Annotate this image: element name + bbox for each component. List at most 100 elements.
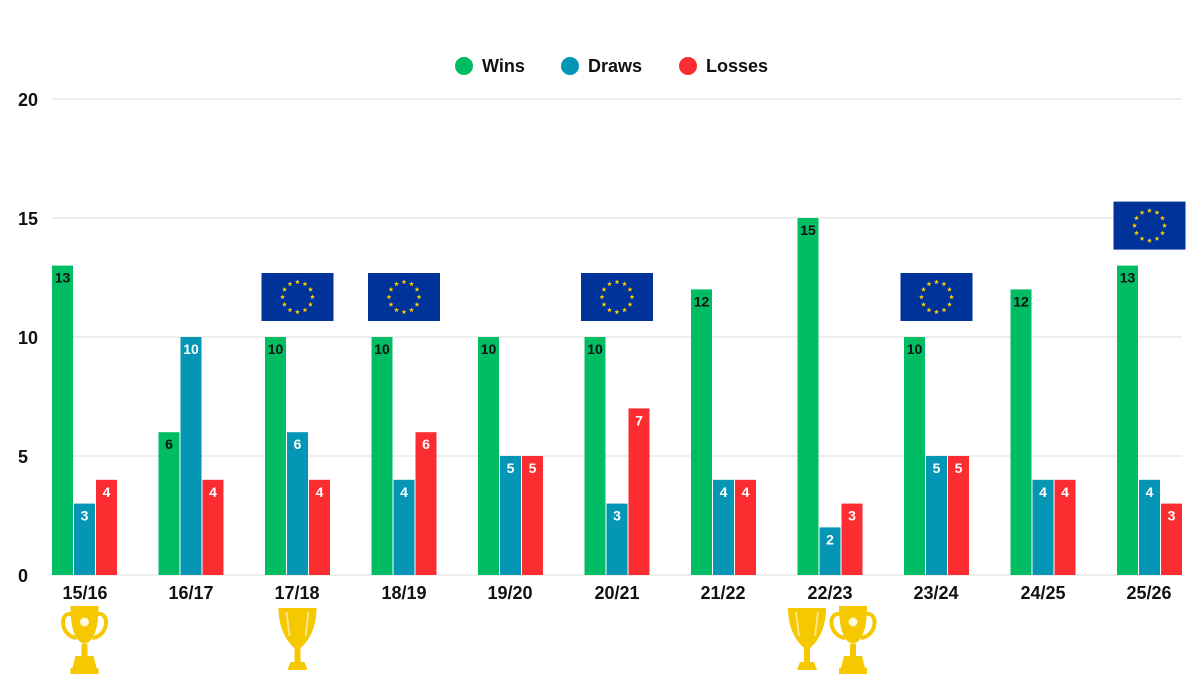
data-label-wins: 10 — [907, 341, 923, 357]
data-label-draws: 3 — [613, 508, 621, 524]
data-label-losses: 3 — [848, 508, 856, 524]
x-tick-label: 21/22 — [700, 583, 745, 603]
data-label-draws: 5 — [933, 460, 941, 476]
bar-losses-23-24[interactable] — [948, 456, 969, 575]
data-label-draws: 4 — [400, 484, 408, 500]
x-axis: 15/16 16/17 17/18 18/19 19/20 20/21 21/2… — [62, 583, 1171, 603]
bar-losses-19-20[interactable] — [522, 456, 543, 575]
x-tick-label: 25/26 — [1126, 583, 1171, 603]
data-label-losses: 4 — [316, 484, 324, 500]
bar-losses-24-25[interactable] — [1054, 479, 1076, 575]
x-tick-label: 15/16 — [62, 583, 107, 603]
gridlines — [52, 98, 1182, 576]
eu-flag-icon — [581, 273, 653, 321]
bar-losses-16-17[interactable] — [202, 479, 224, 575]
data-label-wins: 6 — [165, 436, 173, 452]
trophies — [61, 606, 877, 674]
bar-losses-21-22[interactable] — [735, 479, 756, 575]
x-tick-label: 16/17 — [168, 583, 213, 603]
bar-draws-19-20[interactable] — [500, 456, 521, 575]
data-label-losses: 4 — [209, 484, 217, 500]
eu-flag-icon — [261, 273, 334, 321]
legend-label-wins: Wins — [482, 56, 525, 76]
data-label-draws: 5 — [507, 460, 515, 476]
bar-wins-23-24[interactable] — [904, 337, 925, 575]
legend-item-losses[interactable]: Losses — [679, 56, 768, 76]
bar-draws-18-19[interactable] — [393, 479, 415, 575]
data-label-wins: 13 — [1120, 270, 1136, 286]
goblet-trophy-icon — [278, 608, 317, 670]
eu-flag-icon — [900, 273, 973, 321]
eu-flags — [261, 201, 1186, 321]
data-label-draws: 4 — [720, 484, 728, 500]
data-label-wins: 10 — [587, 341, 603, 357]
data-label-losses: 4 — [1061, 484, 1069, 500]
legend-item-wins[interactable]: Wins — [455, 56, 525, 76]
x-tick-label: 22/23 — [807, 583, 852, 603]
goblet-trophy-icon — [788, 608, 826, 670]
bar-wins-25-26[interactable] — [1117, 265, 1138, 575]
bar-draws-25-26[interactable] — [1139, 479, 1160, 575]
bar-draws-17-18[interactable] — [287, 432, 308, 575]
x-tick-label: 20/21 — [594, 583, 639, 603]
bar-wins-16-17[interactable] — [158, 432, 180, 575]
data-label-draws: 4 — [1039, 484, 1047, 500]
data-label-draws: 2 — [826, 531, 834, 547]
bar-wins-18-19[interactable] — [371, 337, 393, 575]
y-axis: 0 5 10 15 20 — [18, 90, 38, 586]
bar-wins-24-25[interactable] — [1010, 289, 1032, 575]
data-label-wins: 10 — [268, 341, 284, 357]
bar-draws-21-22[interactable] — [713, 479, 734, 575]
x-tick-label: 19/20 — [487, 583, 532, 603]
data-label-wins: 10 — [374, 341, 390, 357]
y-tick-label: 15 — [18, 209, 38, 229]
legend-label-draws: Draws — [588, 56, 642, 76]
legend-swatch-wins — [455, 57, 473, 75]
data-label-draws: 3 — [81, 508, 89, 524]
bar-losses-18-19[interactable] — [415, 432, 437, 575]
data-label-wins: 10 — [481, 341, 497, 357]
data-label-losses: 4 — [742, 484, 750, 500]
y-tick-label: 0 — [18, 566, 28, 586]
legend: Wins Draws Losses — [455, 56, 768, 76]
bar-wins-20-21[interactable] — [584, 337, 606, 575]
bar-draws-16-17[interactable] — [180, 337, 202, 575]
x-tick-label: 17/18 — [274, 583, 319, 603]
eu-flag-icon — [368, 273, 440, 321]
data-label-losses: 7 — [635, 412, 643, 428]
bar-draws-23-24[interactable] — [926, 456, 947, 575]
legend-label-losses: Losses — [706, 56, 768, 76]
bar-wins-17-18[interactable] — [265, 337, 286, 575]
data-label-losses: 6 — [422, 436, 430, 452]
data-label-draws: 10 — [183, 341, 199, 357]
bar-wins-15-16[interactable] — [52, 265, 73, 575]
bar-losses-22-23[interactable] — [841, 503, 863, 575]
x-tick-label: 24/25 — [1020, 583, 1065, 603]
bar-draws-20-21[interactable] — [606, 503, 628, 575]
bar-wins-22-23[interactable] — [797, 218, 819, 575]
bar-losses-20-21[interactable] — [628, 408, 650, 575]
data-label-wins: 15 — [800, 222, 816, 238]
data-label-draws: 4 — [1146, 484, 1154, 500]
bar-losses-15-16[interactable] — [96, 479, 117, 575]
y-tick-label: 20 — [18, 90, 38, 110]
data-label-losses: 4 — [103, 484, 111, 500]
bar-wins-21-22[interactable] — [691, 289, 712, 575]
x-tick-label: 23/24 — [913, 583, 958, 603]
bar-losses-25-26[interactable] — [1161, 503, 1182, 575]
bar-draws-24-25[interactable] — [1032, 479, 1054, 575]
bar-draws-15-16[interactable] — [74, 503, 95, 575]
bar-wins-19-20[interactable] — [478, 337, 499, 575]
legend-item-draws[interactable]: Draws — [561, 56, 642, 76]
x-tick-label: 18/19 — [381, 583, 426, 603]
data-label-wins: 13 — [55, 270, 71, 286]
data-label-losses: 5 — [529, 460, 537, 476]
bar-losses-17-18[interactable] — [309, 479, 330, 575]
cup-trophy-icon — [61, 606, 108, 674]
y-tick-label: 10 — [18, 328, 38, 348]
bar-draws-22-23[interactable] — [819, 527, 841, 575]
eu-flag-icon — [1113, 201, 1186, 250]
legend-swatch-draws — [561, 57, 579, 75]
